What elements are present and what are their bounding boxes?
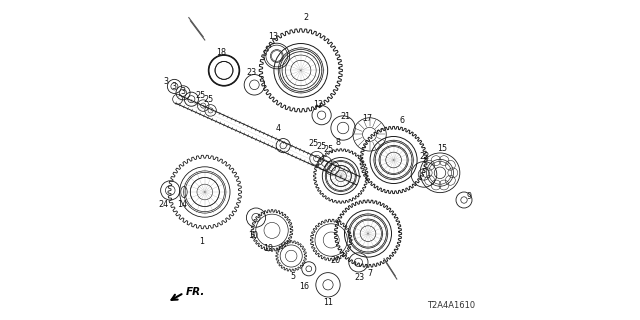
- Text: 24: 24: [159, 200, 169, 209]
- Text: 14: 14: [177, 200, 187, 209]
- Text: 5: 5: [290, 272, 296, 281]
- Text: 23: 23: [246, 68, 256, 77]
- Text: 2: 2: [303, 13, 308, 22]
- Text: 4: 4: [276, 124, 281, 132]
- Text: 18: 18: [216, 48, 226, 57]
- Text: 11: 11: [323, 298, 333, 307]
- Text: T2A4A1610: T2A4A1610: [427, 301, 475, 310]
- Text: 3: 3: [163, 77, 168, 86]
- Text: 15: 15: [437, 144, 447, 153]
- Text: 19: 19: [263, 244, 273, 253]
- Text: 25: 25: [204, 95, 214, 104]
- Text: FR.: FR.: [186, 287, 205, 297]
- Text: 16: 16: [299, 282, 309, 291]
- Text: 10: 10: [248, 231, 258, 240]
- Text: 25: 25: [196, 91, 206, 100]
- Text: 21: 21: [340, 112, 350, 121]
- Text: 25: 25: [324, 145, 334, 154]
- Text: 20: 20: [330, 256, 340, 265]
- Text: 7: 7: [367, 269, 372, 278]
- Text: 9: 9: [466, 192, 472, 201]
- Text: 13: 13: [269, 32, 278, 41]
- Text: 8: 8: [335, 138, 340, 147]
- Text: 25: 25: [308, 139, 319, 148]
- Text: 22: 22: [420, 152, 430, 161]
- Text: 3: 3: [172, 82, 177, 91]
- Text: 12: 12: [314, 100, 323, 108]
- Text: 3: 3: [180, 87, 186, 96]
- Text: 25: 25: [316, 142, 327, 151]
- Text: 17: 17: [362, 114, 372, 123]
- Text: 6: 6: [399, 116, 404, 124]
- Text: 23: 23: [355, 273, 365, 282]
- Text: 1: 1: [199, 237, 204, 246]
